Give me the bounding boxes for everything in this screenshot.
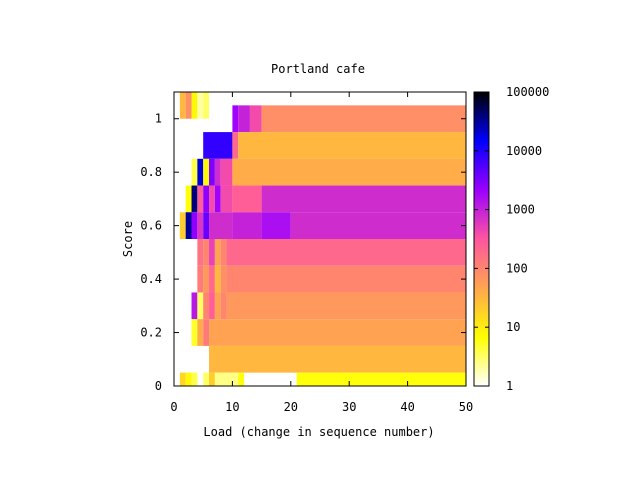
heatmap-cell: [220, 158, 233, 186]
heatmap-cell: [238, 105, 250, 133]
heatmap-cell: [232, 158, 466, 186]
heatmap-cell: [214, 265, 221, 293]
heatmap-cell: [197, 265, 204, 293]
heatmap-cell: [238, 372, 245, 386]
heatmap-cell: [232, 212, 262, 239]
heatmap-cell: [191, 319, 198, 346]
colorbar-tick-label: 100000: [506, 85, 549, 99]
heatmap-cell: [191, 212, 198, 239]
x-tick-label: 10: [225, 400, 239, 414]
chart-title: Portland cafe: [271, 62, 365, 76]
heatmap-cell: [179, 212, 186, 239]
heatmap-cell: [203, 319, 210, 346]
y-tick-label: 1: [155, 112, 162, 126]
heatmap-cell: [238, 132, 466, 159]
y-tick-label: 0.4: [140, 272, 162, 286]
heatmap-cell: [232, 132, 239, 159]
heatmap-cell: [220, 185, 233, 213]
x-axis: 0 10 20 30 40 50: [170, 92, 473, 414]
colorbar-axis: 1 10 100 1000 10000 100000: [474, 85, 549, 393]
heatmap-cell: [203, 158, 210, 186]
heatmap-cell: [226, 292, 466, 320]
heatmap-cell: [226, 239, 466, 266]
heatmap-cell: [249, 105, 262, 133]
heatmap-cell: [203, 372, 210, 386]
heatmap-cells: [179, 92, 467, 386]
heatmap-cell: [209, 265, 215, 293]
heatmap-cell: [197, 158, 204, 186]
heatmap-cell: [209, 345, 467, 373]
x-tick-label: 50: [459, 400, 473, 414]
heatmap-cell: [214, 239, 221, 266]
heatmap-cell: [203, 92, 210, 119]
y-tick-label: 0.8: [140, 165, 162, 179]
heatmap-cell: [209, 292, 215, 320]
heatmap-cell: [203, 239, 210, 266]
heatmap-cell: [209, 372, 215, 386]
y-axis: 0 0.2 0.4 0.6 0.8 1: [140, 112, 466, 393]
colorbar-tick-label: 1000: [506, 203, 535, 217]
colorbar-tick-label: 10000: [506, 144, 542, 158]
y-tick-label: 0.6: [140, 219, 162, 233]
heatmap-cell: [191, 292, 198, 320]
heatmap-cell: [185, 372, 192, 386]
heatmap-cell: [191, 372, 198, 386]
heatmap-cell: [214, 185, 221, 213]
heatmap-cell: [185, 92, 192, 119]
heatmap-cell: [214, 158, 221, 186]
heatmap-cell: [209, 185, 215, 213]
heatmap-cell: [197, 292, 204, 320]
heatmap-cell: [261, 105, 466, 133]
heatmap-cell: [197, 319, 204, 346]
heatmap-cell: [290, 212, 466, 239]
heatmap-cell: [197, 212, 204, 239]
plot-frame: [173, 91, 467, 387]
heatmap-cell: [197, 185, 204, 213]
heatmap-cell: [179, 372, 186, 386]
heatmap-cell: [226, 265, 466, 293]
heatmap-cell: [214, 372, 239, 386]
heatmap-cell: [209, 319, 467, 346]
heatmap-cell: [203, 185, 210, 213]
heatmap-cell: [209, 212, 233, 239]
colorbar: [473, 91, 490, 387]
heatmap-cell: [220, 292, 227, 320]
heatmap-cell: [203, 292, 210, 320]
heatmap-cell: [261, 185, 466, 213]
heatmap-cell: [197, 239, 204, 266]
heatmap-cell: [232, 105, 239, 133]
heatmap-cell: [197, 92, 204, 119]
colorbar-tick-label: 10: [506, 320, 520, 334]
heatmap-cell: [209, 239, 215, 266]
y-tick-label: 0: [155, 379, 162, 393]
heatmap-cell: [191, 92, 198, 119]
x-tick-label: 30: [342, 400, 356, 414]
heatmap-cell: [203, 265, 210, 293]
heatmap-cell: [261, 212, 291, 239]
colorbar-tick-label: 100: [506, 261, 528, 275]
heatmap-cell: [232, 185, 262, 213]
heatmap-cell: [191, 158, 198, 186]
heatmap-cell: [220, 239, 227, 266]
x-axis-label: Load (change in sequence number): [203, 425, 434, 439]
heatmap-cell: [296, 372, 466, 386]
y-tick-label: 0.2: [140, 326, 162, 340]
heatmap-cell: [185, 185, 192, 213]
heatmap-cell: [191, 185, 198, 213]
heatmap-cell: [203, 132, 233, 159]
y-axis-label: Score: [121, 221, 135, 257]
x-tick-label: 40: [400, 400, 414, 414]
heatmap-cell: [179, 92, 186, 119]
x-tick-label: 0: [170, 400, 177, 414]
heatmap-cell: [185, 212, 192, 239]
colorbar-tick-label: 1: [506, 379, 513, 393]
heatmap-cell: [214, 292, 221, 320]
heatmap-cell: [209, 158, 215, 186]
x-tick-label: 20: [284, 400, 298, 414]
heatmap-cell: [220, 265, 227, 293]
heatmap-cell: [203, 212, 210, 239]
